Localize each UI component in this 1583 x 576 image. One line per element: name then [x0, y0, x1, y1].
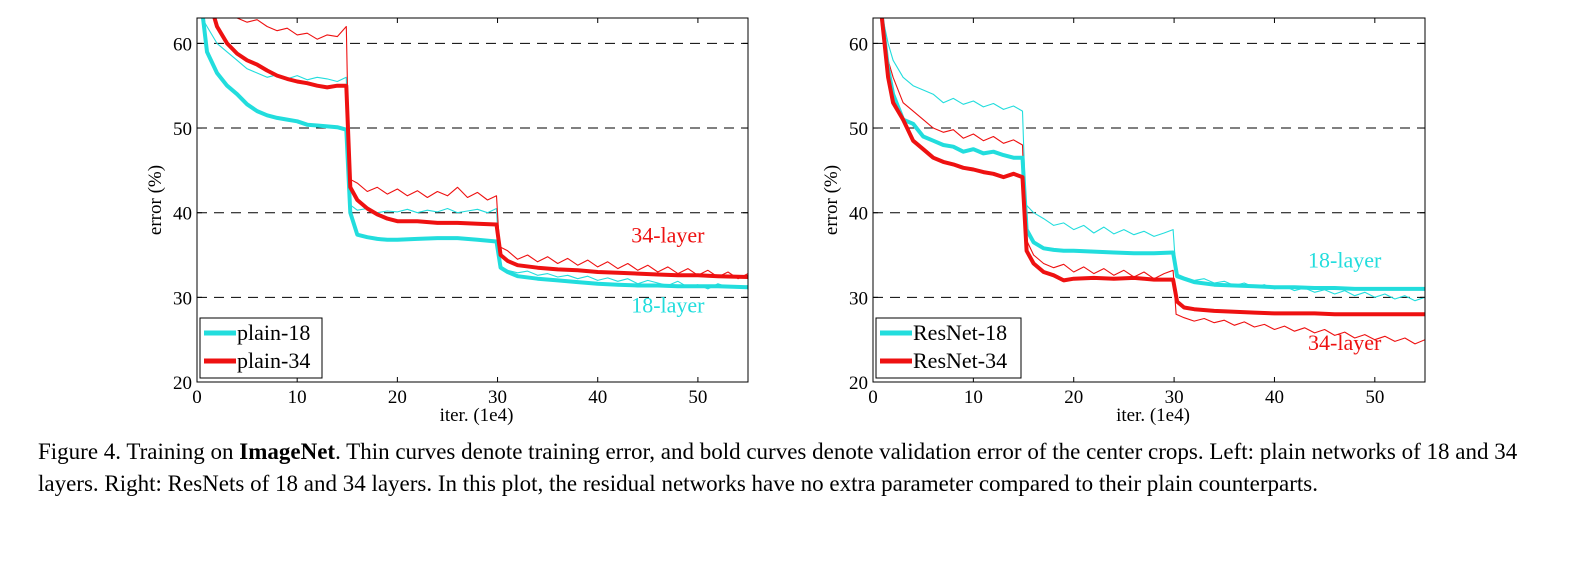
- annotation-34-layer: 34-layer: [631, 222, 705, 247]
- x-axis-label: iter. (1e4): [1116, 405, 1190, 426]
- series-line-resnet-34-train: [881, 18, 1425, 345]
- plot-frame: [196, 17, 749, 383]
- series-line-resnet-18-train: [882, 18, 1425, 302]
- y-tick-label-60: 60: [849, 34, 868, 55]
- annotations: 18-layer 34-layer: [1308, 248, 1382, 355]
- annotation-34-layer: 34-layer: [1308, 330, 1382, 355]
- y-tick-label-40: 40: [849, 204, 868, 225]
- x-tick-label-30: 30: [1165, 387, 1184, 408]
- axis-ticks: 0 10 20 30 40 50 20 30 40 50 60: [173, 18, 748, 408]
- legend: plain-18 plain-34: [199, 317, 323, 379]
- plot-frame: [872, 17, 1426, 383]
- y-tick-label-30: 30: [849, 288, 868, 309]
- annotations: 34-layer 18-layer: [631, 222, 705, 317]
- y-tick-label-40: 40: [173, 204, 192, 225]
- legend-box: [875, 317, 1022, 379]
- series-line-plain-18-train: [201, 18, 748, 290]
- legend-entry-resnet-34: ResNet-34: [913, 348, 1007, 373]
- y-tick-label-50: 50: [849, 119, 868, 140]
- grid-lines: [873, 42, 1425, 298]
- caption-bold: ImageNet: [239, 439, 336, 464]
- figure-caption: Figure 4. Training on ImageNet. Thin cur…: [38, 436, 1548, 500]
- legend-box: [199, 317, 323, 379]
- series-layer: [200, 18, 748, 290]
- series-line-plain-34-train: [235, 18, 748, 280]
- annotation-18-layer: 18-layer: [631, 293, 705, 318]
- x-tick-label-30: 30: [488, 387, 507, 408]
- legend-entry-plain-34: plain-34: [237, 348, 310, 373]
- x-tick-label-10: 10: [964, 387, 983, 408]
- x-tick-label-20: 20: [388, 387, 407, 408]
- x-tick-label-10: 10: [288, 387, 307, 408]
- left-plot-panel: 0 10 20 30 40 50 20 30 40 50 60 iter. (1e4) error …: [145, 17, 749, 426]
- series-line-plain-18: [200, 18, 748, 290]
- y-tick-label-60: 60: [173, 34, 192, 55]
- grid-lines: [197, 42, 748, 298]
- x-tick-label-50: 50: [688, 387, 707, 408]
- series-line-resnet-18: [880, 18, 1425, 291]
- axis-ticks: 0 10 20 30 40 50 20 30 40 50 60: [849, 18, 1425, 408]
- caption-rest: . Thin curves denote training error, and…: [38, 439, 1518, 496]
- series-line-resnet-34: [879, 18, 1425, 317]
- x-axis-label: iter. (1e4): [440, 405, 514, 426]
- legend-entry-plain-18: plain-18: [237, 320, 310, 345]
- legend-entry-resnet-18: ResNet-18: [913, 320, 1007, 345]
- y-axis-label: error (%): [821, 165, 842, 235]
- y-tick-label-20: 20: [173, 373, 192, 394]
- x-tick-label-40: 40: [588, 387, 607, 408]
- y-tick-label-20: 20: [849, 373, 868, 394]
- series-line-plain-34: [212, 18, 748, 279]
- series-layer: [879, 18, 1425, 345]
- x-tick-label-0: 0: [868, 387, 878, 408]
- y-tick-label-50: 50: [173, 119, 192, 140]
- x-tick-label-50: 50: [1365, 387, 1384, 408]
- right-plot-panel: 0 10 20 30 40 50 20 30 40 50 60 iter. (1e4) error …: [821, 17, 1426, 426]
- y-axis-label: error (%): [145, 165, 166, 235]
- x-tick-label-0: 0: [192, 387, 202, 408]
- caption-lead: Figure 4. Training on: [38, 439, 240, 464]
- x-tick-label-20: 20: [1064, 387, 1083, 408]
- y-tick-label-30: 30: [173, 288, 192, 309]
- annotation-18-layer: 18-layer: [1308, 248, 1382, 273]
- legend: ResNet-18 ResNet-34: [875, 317, 1022, 379]
- x-tick-label-40: 40: [1265, 387, 1284, 408]
